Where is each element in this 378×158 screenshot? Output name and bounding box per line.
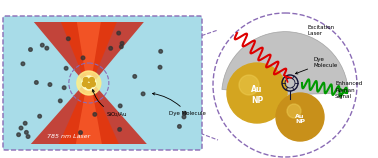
- Circle shape: [21, 62, 25, 66]
- Circle shape: [109, 47, 113, 50]
- Circle shape: [45, 46, 49, 50]
- Circle shape: [59, 99, 62, 103]
- Circle shape: [17, 133, 20, 137]
- Circle shape: [48, 83, 52, 86]
- Wedge shape: [222, 32, 348, 95]
- Circle shape: [182, 115, 186, 119]
- Polygon shape: [61, 22, 117, 83]
- Circle shape: [79, 131, 82, 134]
- Circle shape: [118, 128, 121, 131]
- Text: Excitation
Laser: Excitation Laser: [307, 25, 334, 36]
- Circle shape: [25, 131, 28, 134]
- Circle shape: [81, 56, 85, 60]
- Circle shape: [77, 71, 101, 95]
- Polygon shape: [77, 22, 101, 83]
- Circle shape: [23, 122, 27, 125]
- Circle shape: [133, 75, 136, 78]
- Circle shape: [82, 76, 96, 90]
- Circle shape: [82, 82, 87, 86]
- Circle shape: [118, 104, 122, 108]
- Polygon shape: [59, 83, 119, 144]
- Circle shape: [227, 63, 287, 123]
- Text: Au
NP: Au NP: [251, 85, 263, 105]
- Circle shape: [213, 13, 357, 157]
- Circle shape: [64, 67, 68, 70]
- Circle shape: [159, 50, 163, 53]
- Text: Enhanced
Raman
Signal: Enhanced Raman Signal: [335, 81, 362, 99]
- Text: Au
NP: Au NP: [295, 114, 305, 124]
- Circle shape: [239, 75, 259, 95]
- Circle shape: [67, 37, 70, 41]
- Circle shape: [93, 112, 97, 116]
- Circle shape: [120, 42, 124, 45]
- FancyBboxPatch shape: [3, 16, 202, 150]
- Text: SiO₂/Au: SiO₂/Au: [92, 90, 127, 116]
- Text: 785 nm Laser: 785 nm Laser: [47, 134, 90, 139]
- Circle shape: [86, 83, 91, 88]
- Circle shape: [141, 92, 145, 96]
- Circle shape: [38, 114, 42, 118]
- Circle shape: [19, 126, 23, 130]
- Circle shape: [40, 43, 44, 47]
- Circle shape: [26, 135, 30, 138]
- Circle shape: [29, 48, 32, 51]
- Circle shape: [117, 31, 121, 35]
- Circle shape: [287, 104, 301, 118]
- Circle shape: [183, 111, 186, 115]
- Circle shape: [34, 81, 38, 84]
- Circle shape: [276, 93, 324, 141]
- Circle shape: [89, 78, 94, 82]
- Polygon shape: [31, 83, 147, 144]
- Circle shape: [178, 125, 181, 128]
- Circle shape: [62, 86, 66, 89]
- Circle shape: [90, 82, 95, 86]
- Circle shape: [119, 45, 123, 49]
- Polygon shape: [34, 22, 144, 83]
- Circle shape: [84, 78, 88, 82]
- Text: Dye Molecule: Dye Molecule: [153, 93, 206, 116]
- Polygon shape: [76, 83, 102, 144]
- Circle shape: [158, 65, 162, 69]
- Text: Dye
Molecule: Dye Molecule: [296, 57, 337, 74]
